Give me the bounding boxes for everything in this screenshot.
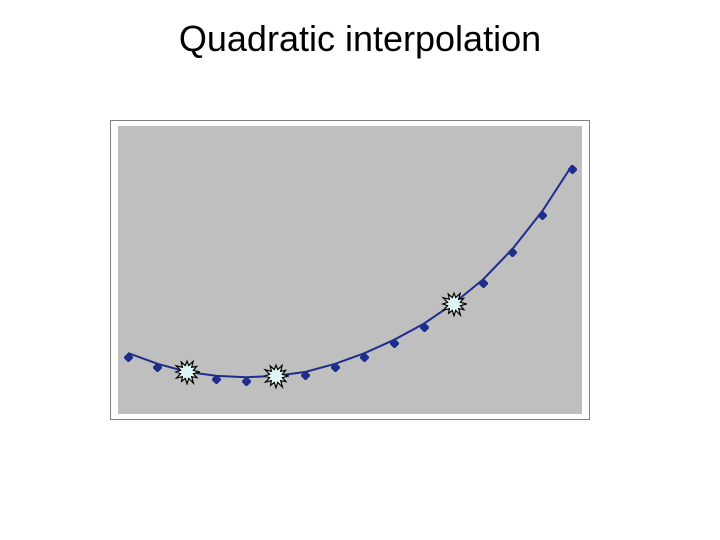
data-marker <box>153 359 162 368</box>
burst-icon <box>263 363 289 389</box>
burst-icon <box>441 291 467 317</box>
data-marker <box>390 335 399 344</box>
page-title: Quadratic interpolation <box>0 18 720 60</box>
slide: Quadratic interpolation <box>0 0 720 540</box>
burst-icon <box>174 359 200 385</box>
data-marker <box>420 319 429 328</box>
data-marker <box>360 349 369 358</box>
title-text: Quadratic interpolation <box>179 18 541 59</box>
data-marker <box>301 367 310 376</box>
data-marker <box>331 359 340 368</box>
data-marker <box>212 371 221 380</box>
curve-path <box>128 165 572 377</box>
data-marker <box>479 275 488 284</box>
data-marker <box>568 161 577 170</box>
data-marker <box>242 373 251 382</box>
data-marker <box>124 349 133 358</box>
chart-plot-area <box>118 126 582 414</box>
data-marker <box>508 244 517 253</box>
data-marker <box>538 207 547 216</box>
